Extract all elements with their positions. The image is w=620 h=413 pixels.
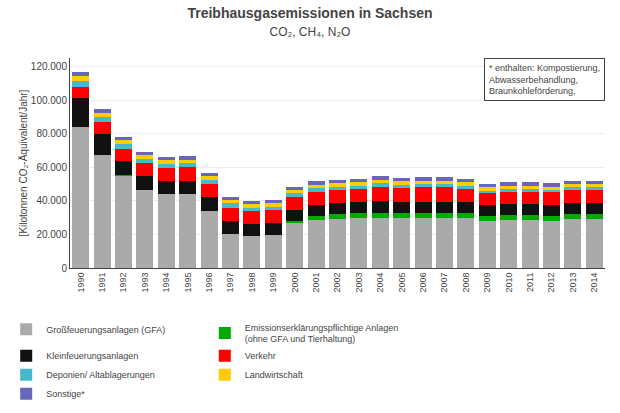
svg-text:[Kilotonnen CO₂-Äquivalent/Jah: [Kilotonnen CO₂-Äquivalent/Jahr] bbox=[18, 89, 29, 236]
svg-text:2003: 2003 bbox=[354, 273, 364, 293]
svg-text:2012: 2012 bbox=[546, 273, 556, 293]
svg-text:Landwirtschaft: Landwirtschaft bbox=[245, 370, 304, 380]
svg-text:1998: 1998 bbox=[247, 273, 257, 293]
svg-text:2002: 2002 bbox=[332, 273, 342, 293]
svg-text:1995: 1995 bbox=[183, 273, 193, 293]
svg-text:40.000: 40.000 bbox=[36, 195, 67, 206]
svg-text:20.000: 20.000 bbox=[36, 229, 67, 240]
svg-text:100.000: 100.000 bbox=[31, 95, 68, 106]
svg-text:2000: 2000 bbox=[290, 273, 300, 293]
svg-text:Sonstige*: Sonstige* bbox=[46, 389, 85, 399]
svg-text:1991: 1991 bbox=[97, 273, 107, 293]
svg-text:1994: 1994 bbox=[161, 273, 171, 293]
svg-text:60.000: 60.000 bbox=[36, 162, 67, 173]
svg-text:2010: 2010 bbox=[504, 273, 514, 293]
svg-text:* enthalten: Kompostierung,Abw: * enthalten: Kompostierung,Abwasserbehan… bbox=[489, 63, 600, 96]
svg-text:1993: 1993 bbox=[140, 273, 150, 293]
svg-text:2004: 2004 bbox=[375, 273, 385, 293]
svg-text:2007: 2007 bbox=[439, 273, 449, 293]
svg-text:1996: 1996 bbox=[204, 273, 214, 293]
svg-text:2006: 2006 bbox=[418, 273, 428, 293]
svg-text:1997: 1997 bbox=[225, 273, 235, 293]
svg-text:0: 0 bbox=[61, 263, 67, 274]
svg-text:Deponien/ Altablagerungen: Deponien/ Altablagerungen bbox=[46, 370, 155, 380]
svg-text:1992: 1992 bbox=[118, 273, 128, 293]
svg-text:Kleinfeuerungsanlagen: Kleinfeuerungsanlagen bbox=[46, 351, 138, 361]
svg-text:120.000: 120.000 bbox=[31, 61, 68, 72]
svg-text:80.000: 80.000 bbox=[36, 128, 67, 139]
svg-text:2009: 2009 bbox=[482, 273, 492, 293]
svg-text:Emissionserklärungspflichtige: Emissionserklärungspflichtige Anlagen(oh… bbox=[245, 323, 399, 345]
svg-text:1990: 1990 bbox=[76, 273, 86, 293]
svg-text:2005: 2005 bbox=[397, 273, 407, 293]
svg-text:Treibhausgasemissionen in Sach: Treibhausgasemissionen in SachsenCO₂, CH… bbox=[187, 5, 432, 39]
svg-text:2013: 2013 bbox=[568, 273, 578, 293]
svg-text:Großfeuerungsanlagen (GFA): Großfeuerungsanlagen (GFA) bbox=[46, 325, 165, 335]
svg-text:2001: 2001 bbox=[311, 273, 321, 293]
svg-text:2008: 2008 bbox=[461, 273, 471, 293]
svg-text:Verkehr: Verkehr bbox=[245, 351, 276, 361]
svg-text:2014: 2014 bbox=[589, 273, 599, 293]
svg-text:2011: 2011 bbox=[525, 273, 535, 292]
svg-text:1999: 1999 bbox=[268, 273, 278, 293]
